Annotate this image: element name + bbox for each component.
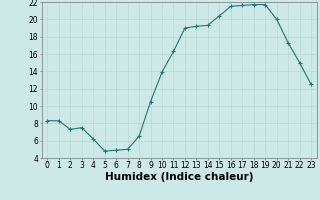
X-axis label: Humidex (Indice chaleur): Humidex (Indice chaleur) (105, 172, 253, 182)
